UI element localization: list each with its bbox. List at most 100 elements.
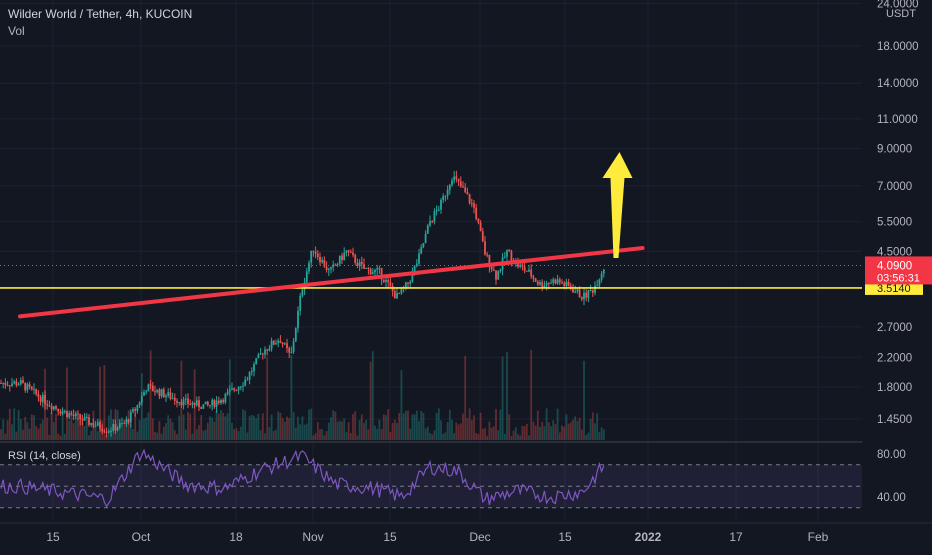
candle [574,285,577,294]
volume-bar [517,434,519,440]
volume-bar [547,422,550,440]
volume-bar [189,413,192,440]
candle [173,393,176,405]
candle [114,419,117,434]
volume-bar [596,413,599,440]
volume-bar [503,433,506,440]
volume-bar [402,413,405,440]
volume-bar [495,408,497,440]
volume-bar [429,432,431,440]
volume-bar [391,422,394,440]
candle [44,390,46,410]
volume-bar [6,420,9,440]
volume-bar [312,435,315,440]
time-tick-label: Nov [302,530,323,544]
volume-bar [523,426,526,440]
volume-bar [206,422,209,440]
volume-bar [268,427,271,440]
volume-bar [514,427,517,440]
volume-bar [380,429,383,440]
volume-bar [552,420,555,440]
volume-bar [486,435,489,440]
volume-bar [525,423,528,440]
volume-bar [316,422,319,440]
candle [367,266,370,275]
volume-bar [319,429,321,440]
volume-bar [369,361,372,440]
volume-bar [587,432,590,440]
countdown-label: 03:56:31 [877,272,920,284]
candle [158,387,161,400]
volume-bar [310,408,313,440]
price-tick-label: 2.2000 [877,352,912,364]
volume-bar [121,426,123,440]
volume-bar [543,426,546,440]
volume-bar [239,426,242,440]
volume-bar [367,429,370,440]
volume-bar [323,435,326,440]
candle [187,393,189,409]
chart-title: Wilder World / Tether, 4h, KUCOIN [8,7,193,21]
candle [235,389,238,392]
volume-bar [572,419,574,440]
candle [138,401,141,409]
candle [567,278,570,287]
candle [598,278,601,289]
candle [382,279,385,283]
volume-bar [594,423,596,440]
volume-bar [275,429,277,440]
candle [508,248,511,253]
candle [602,269,605,278]
volume-bar [88,435,90,440]
candle [85,413,88,419]
volume-bar [479,412,482,440]
volume-bar [46,417,49,440]
candle [220,398,222,405]
candle [283,342,286,346]
candle [222,398,225,405]
volume-bar [466,418,469,440]
volume-bar [385,415,387,440]
candle [118,419,121,430]
candle [422,242,425,249]
volume-bar [63,433,66,440]
candle [349,249,352,253]
volume-bar [338,420,341,440]
time-tick-label: 17 [729,530,743,544]
volume-bar [217,413,220,440]
volume-bar [475,432,478,440]
candle [440,198,442,214]
volume-bar [422,412,425,440]
volume-bar [215,410,218,440]
volume-bar [576,421,579,440]
candle [539,279,541,286]
candle [442,193,445,204]
candle [409,280,412,287]
volume-bar [358,419,361,440]
volume-bar [330,417,332,440]
volume-bar [211,417,214,440]
volume-bar [583,360,585,440]
rsi-tick-label: 40.00 [877,492,906,504]
candle [576,287,579,294]
volume-bar [299,424,302,440]
volume-bar [448,409,451,440]
candle [327,267,330,276]
candle [103,428,106,434]
volume-bar [290,354,293,440]
volume-bar [112,433,115,440]
candle [101,424,104,435]
volume-bar [420,410,423,440]
volume-bar [435,412,438,440]
candle [356,258,359,269]
candle [55,404,57,411]
candle [92,418,95,429]
candle [415,259,418,268]
volume-bar [532,421,535,440]
candle [358,259,361,271]
candle [455,170,458,183]
volume-bar [105,435,108,440]
candle [162,387,165,398]
